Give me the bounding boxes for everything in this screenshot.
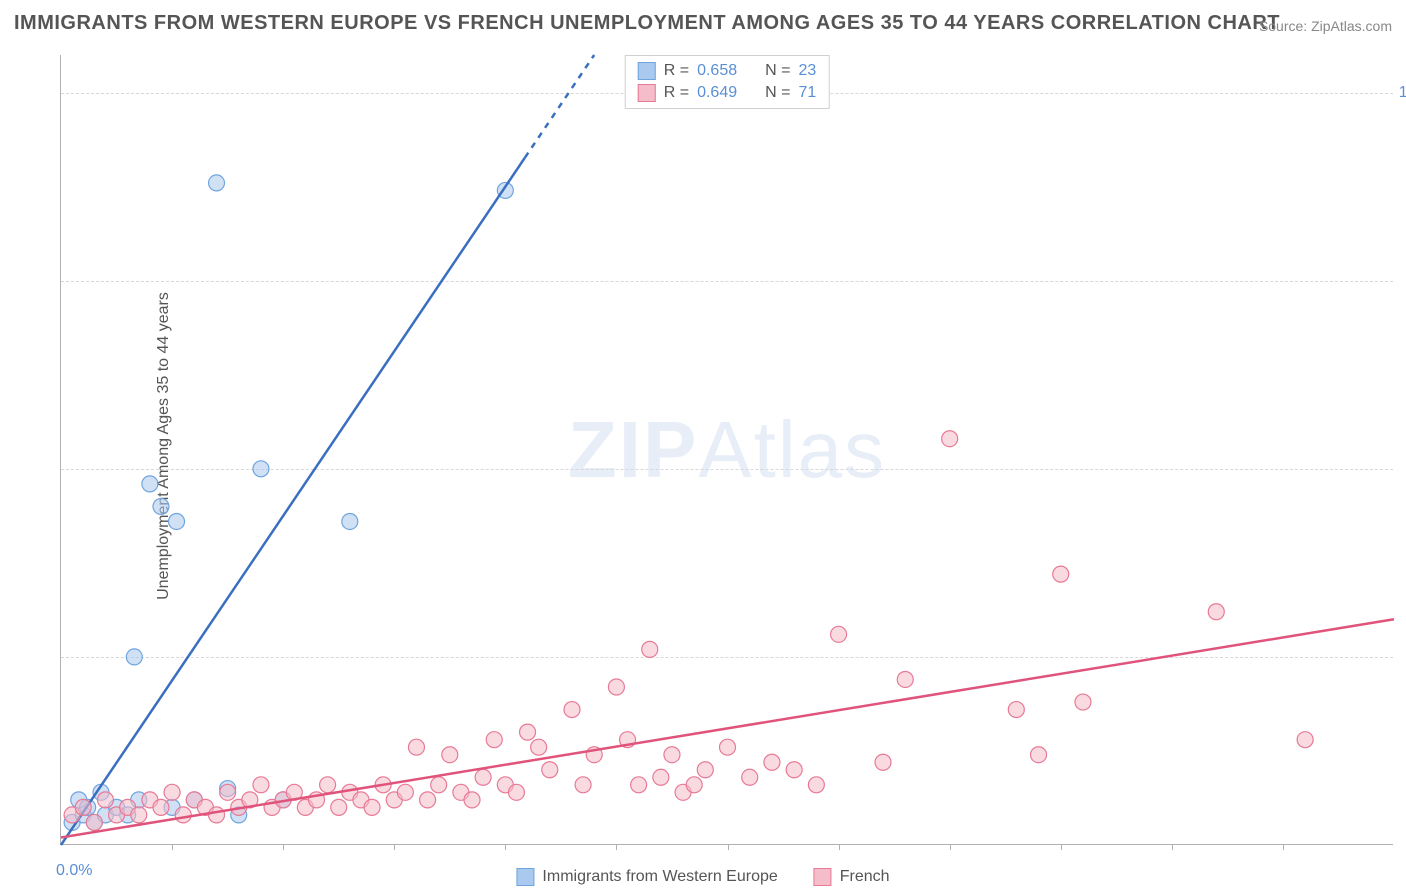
legend-item-series1: Immigrants from Western Europe <box>516 868 777 886</box>
plot-area: ZIPAtlas 25.0%50.0%75.0%100.0% R = 0.658… <box>60 55 1393 845</box>
source-attribution: Source: ZipAtlas.com <box>1259 18 1392 34</box>
legend-item-series2: French <box>814 868 890 886</box>
chart-title: IMMIGRANTS FROM WESTERN EUROPE VS FRENCH… <box>14 12 1280 35</box>
legend-label-series1: Immigrants from Western Europe <box>542 868 777 886</box>
swatch-series1 <box>638 62 656 80</box>
swatch-series2 <box>638 84 656 102</box>
x-axis-end-tick: 60.0% <box>1398 862 1406 880</box>
swatch-series1-icon <box>516 868 534 886</box>
stats-row-series1: R = 0.658 N = 23 <box>638 60 817 82</box>
scatter-svg <box>61 55 1393 844</box>
legend-label-series2: French <box>840 868 890 886</box>
swatch-series2-icon <box>814 868 832 886</box>
stats-row-series2: R = 0.649 N = 71 <box>638 82 817 104</box>
series-legend: Immigrants from Western Europe French <box>516 868 889 886</box>
chart-container: IMMIGRANTS FROM WESTERN EUROPE VS FRENCH… <box>0 0 1406 892</box>
stats-legend: R = 0.658 N = 23 R = 0.649 N = 71 <box>625 55 830 109</box>
x-axis-origin-tick: 0.0% <box>56 862 92 880</box>
